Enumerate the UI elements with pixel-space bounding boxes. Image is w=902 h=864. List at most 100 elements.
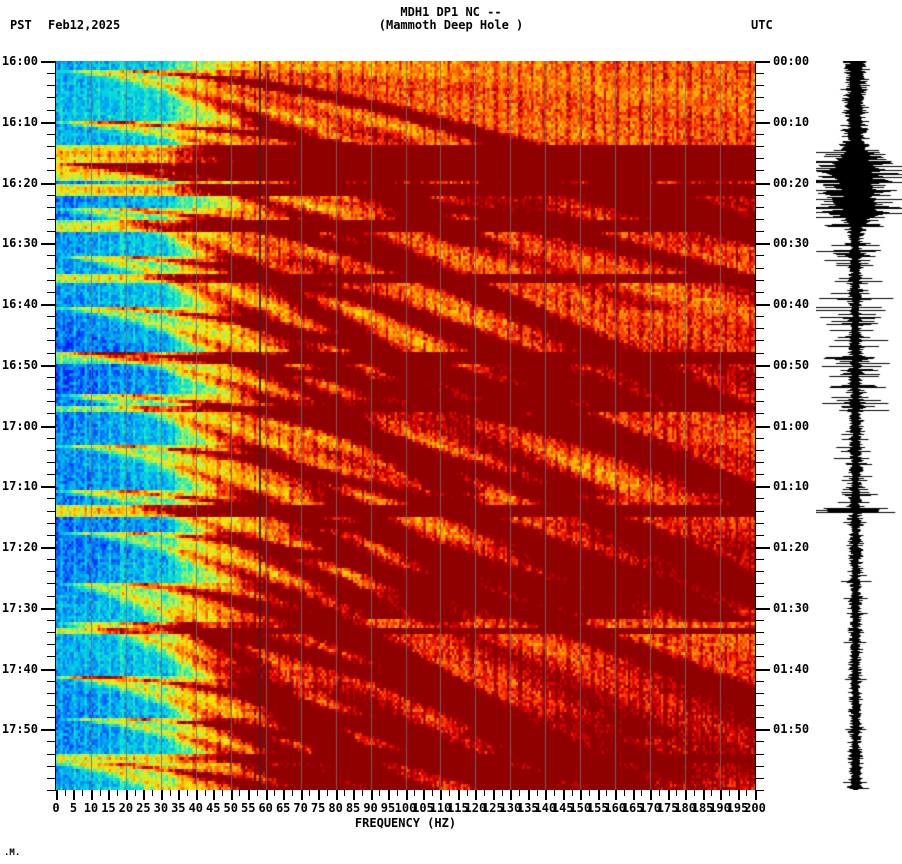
time-tick-major: [41, 425, 56, 428]
frequency-tick-minor: [379, 790, 381, 796]
time-tick-minor: [47, 790, 56, 791]
time-tick-minor: [755, 522, 764, 524]
frequency-tick-major: [457, 790, 460, 800]
frequency-tick-major: [720, 790, 723, 800]
time-tick-minor: [47, 291, 56, 293]
time-label-pst: 17:40: [1, 661, 38, 676]
frequency-label: 65: [275, 801, 291, 815]
frequency-label: 35: [171, 801, 186, 815]
frequency-tick-major: [650, 790, 653, 800]
time-tick-minor: [755, 595, 764, 597]
frequency-tick-minor: [152, 790, 154, 796]
time-tick-minor: [755, 109, 764, 111]
time-tick-minor: [755, 571, 764, 573]
time-tick-minor: [755, 218, 764, 220]
frequency-label: 115: [447, 801, 469, 815]
station-name-title: (Mammoth Deep Hole ): [378, 18, 524, 32]
time-tick-major: [41, 729, 56, 732]
time-tick-minor: [755, 644, 764, 646]
time-label-utc: 01:40: [773, 661, 810, 676]
time-tick-minor: [47, 595, 56, 597]
time-tick-major: [755, 547, 770, 549]
frequency-label: 30: [153, 801, 169, 815]
time-label-pst: 17:20: [1, 540, 38, 554]
time-tick-minor: [47, 279, 56, 281]
time-label-pst: 16:30: [1, 236, 38, 251]
time-tick-major: [755, 61, 770, 63]
time-tick-major: [755, 364, 770, 367]
time-tick-major: [41, 182, 56, 185]
time-label-pst: 16:20: [1, 175, 38, 190]
time-tick-minor: [47, 717, 56, 719]
time-tick-minor: [47, 474, 56, 476]
time-tick-minor: [47, 109, 56, 111]
frequency-label: 0: [52, 801, 60, 815]
frequency-tick-major: [510, 790, 513, 800]
time-label-pst: 17:10: [1, 479, 38, 494]
time-tick-minor: [755, 510, 764, 512]
frequency-tick-major: [265, 790, 268, 800]
time-tick-minor: [755, 790, 764, 791]
frequency-label: 80: [328, 801, 343, 815]
frequency-tick-minor: [658, 790, 660, 796]
frequency-tick-minor: [361, 790, 363, 796]
time-tick-minor: [755, 449, 764, 451]
frequency-label: 200: [744, 801, 766, 815]
time-tick-major: [755, 668, 770, 671]
frequency-label: 150: [569, 801, 592, 815]
time-tick-minor: [755, 498, 764, 500]
frequency-tick-minor: [536, 790, 538, 796]
time-label-pst: 17:00: [1, 418, 38, 433]
frequency-label: 40: [188, 801, 204, 815]
frequency-tick-minor: [256, 790, 258, 796]
time-tick-minor: [47, 498, 56, 500]
frequency-tick-major: [248, 790, 251, 800]
time-tick-minor: [47, 340, 56, 342]
time-tick-minor: [755, 401, 764, 403]
time-label-pst: 16:50: [1, 357, 38, 372]
frequency-axis-title: FREQUENCY (HZ): [354, 816, 457, 830]
time-tick-minor: [47, 231, 56, 233]
frequency-tick-major: [160, 790, 163, 800]
time-tick-minor: [755, 206, 764, 208]
time-tick-minor: [755, 704, 764, 706]
time-axis-pst: 16:00 16:10 16:20 16:30 16:40 16:50 17:00 17:10…: [0, 54, 56, 791]
timezone-left-label: PST: [10, 18, 32, 32]
frequency-label: 155: [586, 801, 609, 815]
frequency-tick-minor: [396, 790, 398, 796]
time-label-utc: 01:00: [773, 418, 810, 433]
time-tick-minor: [755, 692, 764, 694]
frequency-label: 90: [363, 801, 378, 815]
time-tick-minor: [755, 656, 764, 658]
frequency-label: 50: [223, 801, 238, 815]
frequency-tick-major: [422, 790, 425, 800]
spectrogram-plot[interactable]: [56, 61, 755, 790]
frequency-axis: FREQUENCY (HZ) 0 5 10 15 20 25 30 35 40 45 50 55 60 6…: [52, 790, 766, 830]
time-tick-major: [755, 243, 770, 246]
frequency-tick-minor: [99, 790, 101, 796]
frequency-tick-minor: [466, 790, 468, 796]
time-tick-minor: [755, 291, 764, 293]
frequency-tick-major: [178, 790, 181, 800]
time-tick-major: [755, 425, 770, 428]
frequency-tick-minor: [309, 790, 311, 796]
frequency-label: 120: [464, 801, 487, 815]
frequency-label: 100: [394, 801, 417, 815]
time-tick-minor: [47, 352, 56, 354]
time-tick-major: [755, 607, 770, 610]
time-label-utc: 00:40: [773, 297, 810, 311]
time-tick-minor: [47, 206, 56, 208]
frequency-label: 135: [516, 801, 539, 815]
time-tick-major: [41, 243, 56, 246]
frequency-tick-major: [213, 790, 216, 800]
time-tick-minor: [47, 619, 56, 621]
time-tick-minor: [755, 717, 764, 719]
time-tick-minor: [47, 522, 56, 524]
frequency-tick-major: [492, 790, 495, 800]
time-tick-minor: [755, 559, 764, 561]
frequency-tick-minor: [746, 790, 748, 796]
frequency-label: 75: [310, 801, 326, 815]
time-tick-minor: [47, 692, 56, 694]
frequency-label: 85: [345, 801, 361, 815]
time-tick-major: [41, 121, 56, 124]
